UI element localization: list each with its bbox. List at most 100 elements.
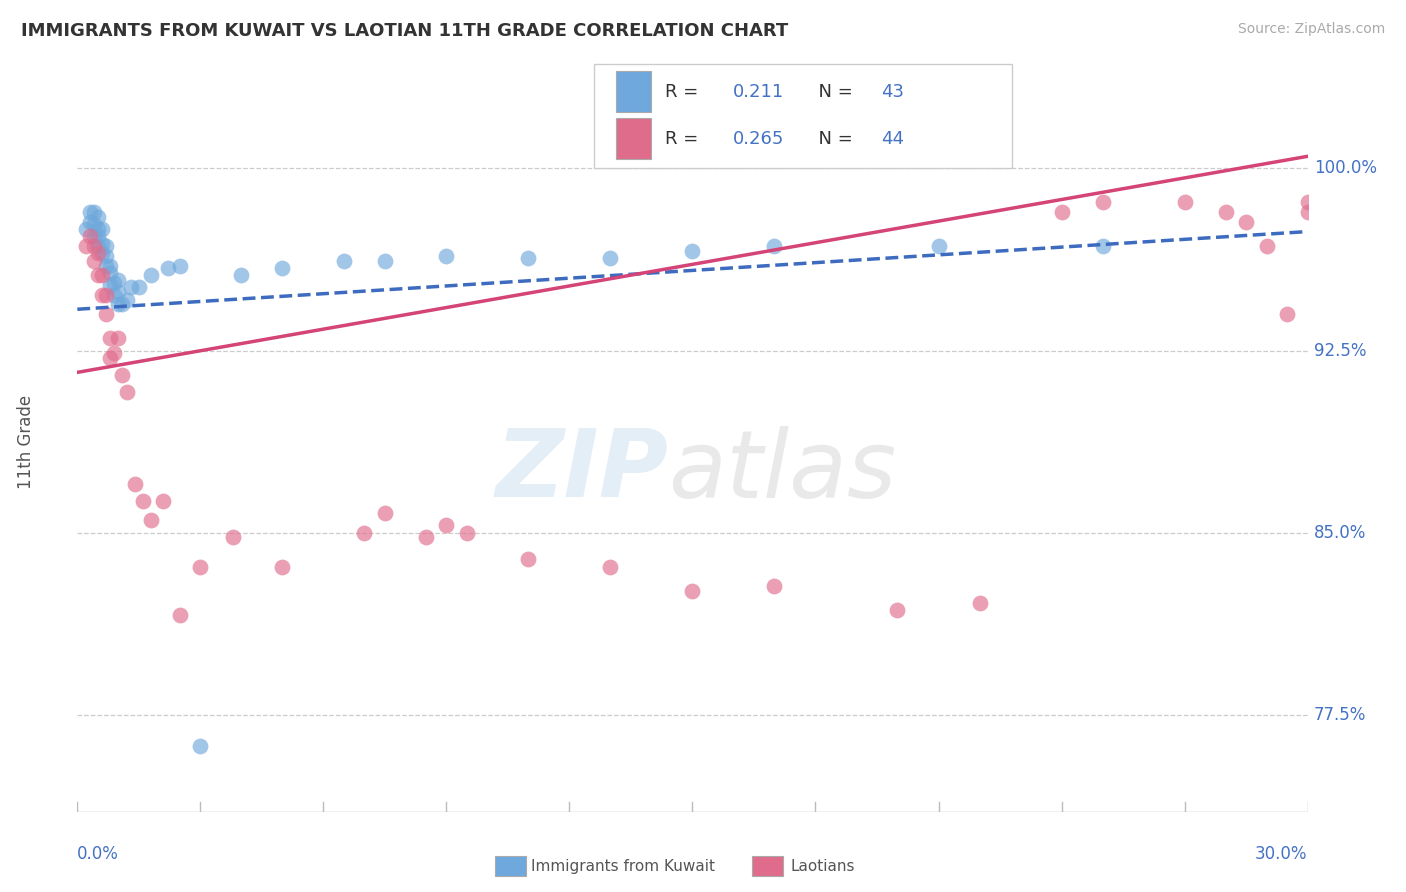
- Point: [90, 236, 114, 251]
- Point: [1256, 239, 1278, 253]
- FancyBboxPatch shape: [616, 118, 651, 159]
- Text: Laotians: Laotians: [790, 859, 855, 873]
- Point: [156, 260, 179, 275]
- Point: [599, 252, 621, 266]
- Point: [763, 579, 786, 593]
- Point: [103, 346, 125, 360]
- Point: [94, 287, 117, 301]
- Text: 30.0%: 30.0%: [1256, 845, 1308, 863]
- Point: [120, 280, 142, 294]
- Point: [353, 525, 375, 540]
- Text: 0.265: 0.265: [733, 129, 785, 148]
- Point: [83, 253, 105, 268]
- Point: [90, 287, 114, 301]
- Point: [83, 217, 105, 231]
- Point: [141, 513, 163, 527]
- FancyBboxPatch shape: [616, 71, 651, 112]
- Point: [436, 249, 458, 263]
- Point: [169, 608, 191, 623]
- Point: [152, 494, 174, 508]
- Point: [75, 222, 97, 236]
- Point: [188, 739, 212, 754]
- Point: [1174, 195, 1197, 210]
- Point: [271, 260, 294, 275]
- Text: 0.211: 0.211: [733, 83, 785, 101]
- Point: [83, 205, 105, 219]
- Text: 100.0%: 100.0%: [1313, 160, 1376, 178]
- Point: [928, 239, 950, 253]
- Point: [374, 253, 396, 268]
- Point: [682, 244, 704, 258]
- Text: 44: 44: [880, 129, 904, 148]
- Text: atlas: atlas: [668, 425, 896, 516]
- Point: [374, 506, 396, 520]
- Point: [969, 596, 991, 610]
- Text: ZIP: ZIP: [495, 425, 668, 517]
- Point: [599, 559, 621, 574]
- Point: [1050, 205, 1073, 219]
- Point: [87, 246, 110, 260]
- Text: 0.0%: 0.0%: [77, 845, 120, 863]
- Point: [94, 249, 117, 263]
- Text: 11th Grade: 11th Grade: [17, 394, 35, 489]
- Point: [90, 268, 114, 283]
- Point: [107, 297, 129, 311]
- Text: 92.5%: 92.5%: [1313, 342, 1367, 359]
- Point: [886, 603, 908, 617]
- Point: [79, 215, 101, 229]
- Point: [132, 494, 155, 508]
- Point: [222, 530, 245, 544]
- Point: [188, 559, 212, 574]
- Point: [1296, 195, 1319, 210]
- Text: Immigrants from Kuwait: Immigrants from Kuwait: [531, 859, 716, 873]
- Point: [763, 239, 786, 253]
- Point: [141, 268, 163, 283]
- Point: [124, 477, 146, 491]
- Point: [90, 246, 114, 260]
- FancyBboxPatch shape: [595, 64, 1012, 168]
- Point: [94, 239, 117, 253]
- Point: [517, 552, 540, 566]
- Point: [1234, 215, 1257, 229]
- Text: 43: 43: [880, 83, 904, 101]
- Point: [107, 331, 129, 345]
- Point: [90, 222, 114, 236]
- Text: R =: R =: [665, 129, 704, 148]
- Point: [1091, 195, 1114, 210]
- Point: [79, 205, 101, 219]
- Point: [83, 229, 105, 244]
- Point: [87, 268, 110, 283]
- Point: [83, 239, 105, 253]
- Point: [517, 252, 540, 266]
- Point: [94, 259, 117, 273]
- Point: [333, 253, 356, 268]
- Point: [103, 287, 125, 301]
- Text: N =: N =: [807, 83, 859, 101]
- Point: [98, 277, 121, 292]
- Point: [98, 259, 121, 273]
- Point: [103, 276, 125, 290]
- Text: IMMIGRANTS FROM KUWAIT VS LAOTIAN 11TH GRADE CORRELATION CHART: IMMIGRANTS FROM KUWAIT VS LAOTIAN 11TH G…: [21, 22, 789, 40]
- Point: [456, 525, 478, 540]
- Point: [94, 307, 117, 321]
- Point: [1275, 307, 1298, 321]
- Point: [271, 559, 294, 574]
- Point: [98, 351, 121, 365]
- Point: [98, 266, 121, 280]
- Point: [115, 384, 138, 399]
- Point: [79, 229, 101, 244]
- Point: [87, 239, 110, 253]
- Point: [75, 239, 97, 253]
- Point: [1215, 205, 1237, 219]
- Point: [107, 273, 129, 287]
- Point: [231, 268, 253, 283]
- Point: [682, 583, 704, 598]
- Point: [115, 293, 138, 307]
- Point: [415, 530, 437, 544]
- Point: [98, 331, 121, 345]
- Point: [107, 285, 129, 300]
- Point: [87, 229, 110, 244]
- Point: [111, 297, 134, 311]
- Point: [111, 368, 134, 382]
- Point: [436, 518, 458, 533]
